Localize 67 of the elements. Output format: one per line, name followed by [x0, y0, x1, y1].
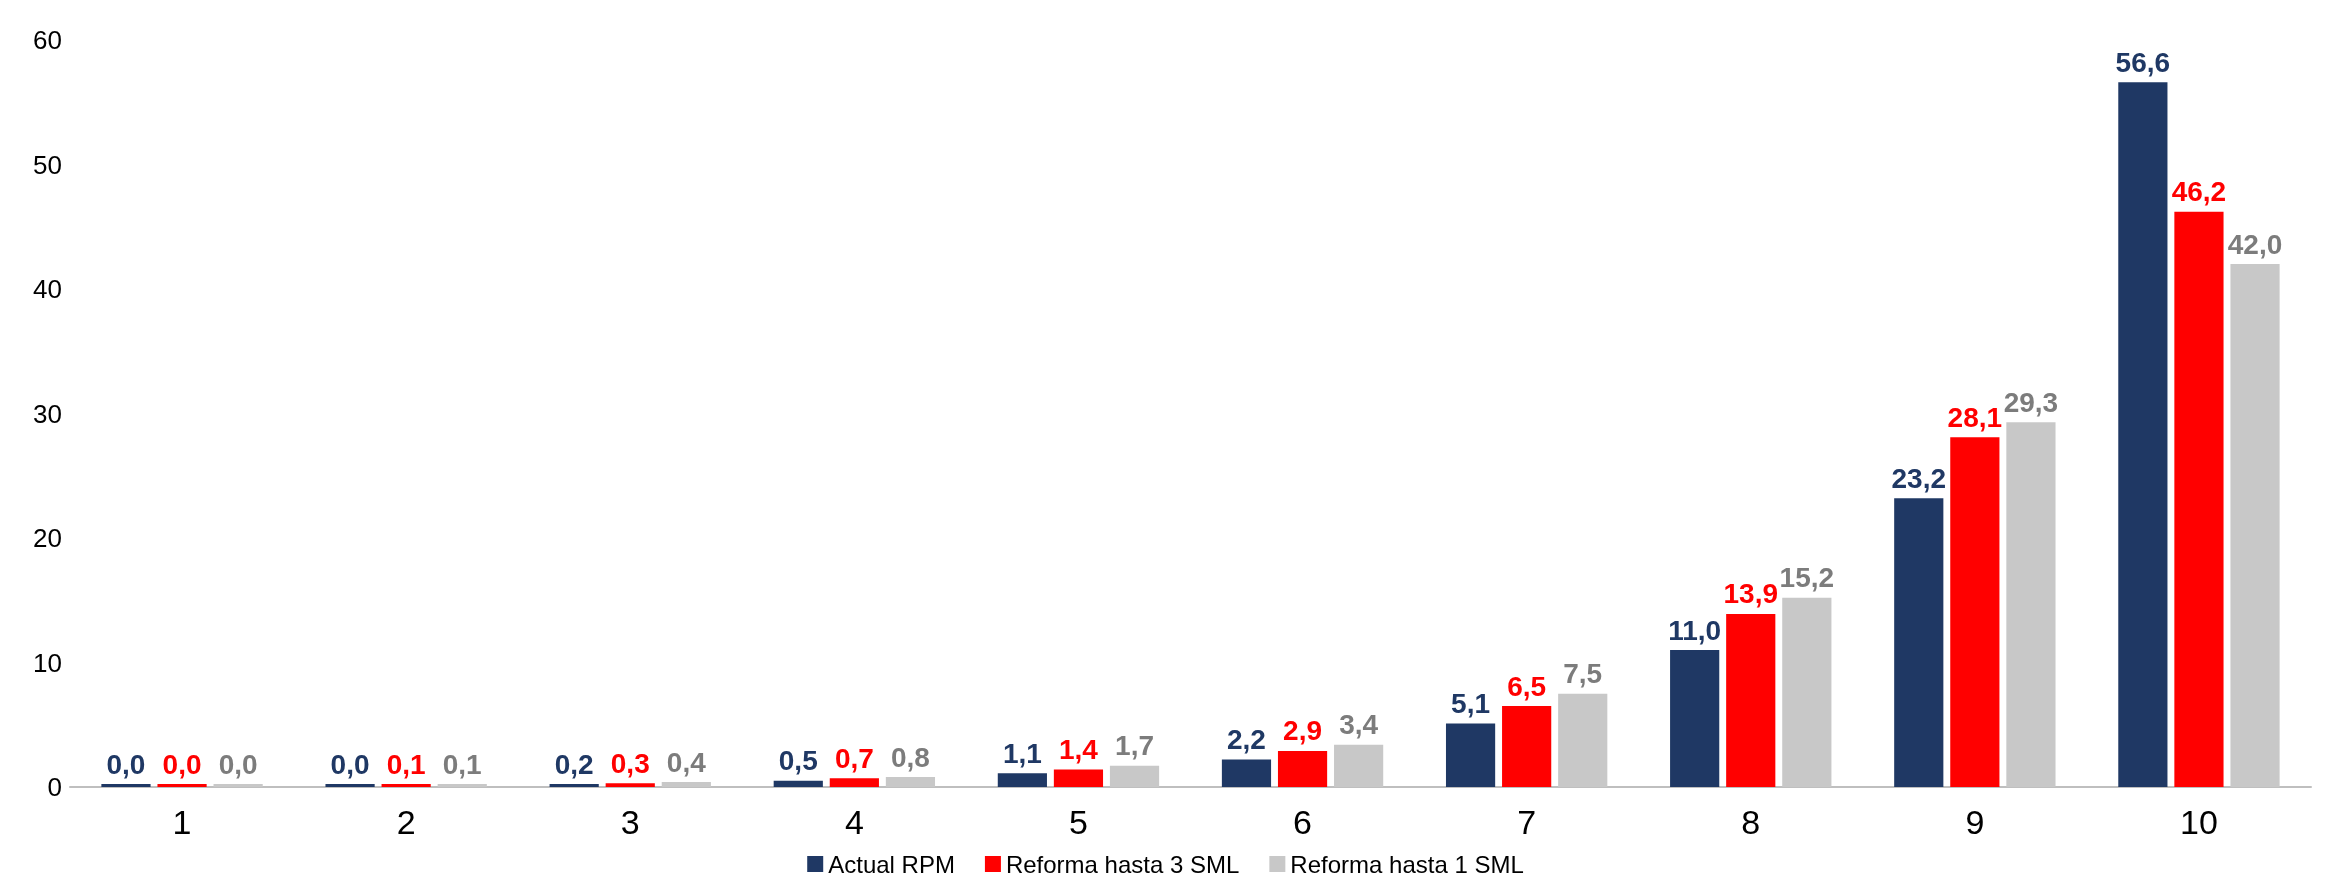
y-tick-label: 10: [33, 647, 62, 678]
data-label: 1,7: [1115, 730, 1154, 762]
bar: [1670, 650, 1720, 787]
bar: [829, 778, 879, 787]
data-label: 0,0: [330, 748, 370, 780]
data-label: 6,5: [1507, 670, 1547, 702]
data-label: 1,1: [1002, 737, 1042, 769]
y-tick-label: 30: [33, 398, 62, 429]
bar: [1726, 613, 1776, 787]
data-label: 0,0: [162, 748, 202, 780]
x-tick-label: 10: [2180, 803, 2218, 841]
y-tick-label: 20: [33, 523, 62, 553]
x-tick-label: 1: [172, 803, 192, 841]
x-tick-label: 4: [844, 803, 864, 841]
bar: [1445, 723, 1496, 787]
data-label: 0,0: [218, 748, 258, 780]
legend-label: Reforma hasta 1 SML: [1290, 850, 1524, 878]
data-label: 7,5: [1563, 658, 1603, 690]
data-label: 0,3: [610, 747, 650, 779]
bar: [549, 784, 599, 787]
bar: [2174, 211, 2224, 787]
data-label: 56,6: [2115, 46, 2171, 78]
data-label: 2,9: [1283, 715, 1323, 747]
bar: [1221, 759, 1272, 787]
x-tick-label: 5: [1068, 803, 1088, 841]
data-label: 46,2: [2171, 176, 2227, 208]
data-label: 42,0: [2227, 228, 2283, 260]
x-tick-label: 7: [1517, 803, 1537, 841]
data-label: 0,0: [106, 748, 146, 780]
data-label: 0,1: [386, 748, 426, 780]
y-tick-label: 40: [33, 274, 62, 304]
bar: [1502, 706, 1552, 787]
data-label: 0,1: [442, 748, 482, 780]
data-label: 11,0: [1668, 614, 1722, 646]
y-tick-label: 0: [47, 772, 62, 802]
bar: [1950, 437, 2000, 787]
data-label: 0,7: [834, 742, 874, 774]
data-label: 0,4: [666, 746, 707, 778]
bar: [605, 783, 655, 787]
bar: [1277, 750, 1328, 787]
data-label: 0,8: [890, 741, 930, 773]
bar: [1894, 498, 1944, 787]
data-label: 3,4: [1339, 709, 1379, 741]
bar: [1053, 769, 1104, 787]
data-label: 1,4: [1058, 734, 1099, 766]
bar: [997, 773, 1047, 787]
x-tick-label: 9: [1965, 803, 1985, 841]
bar: [2118, 82, 2168, 787]
data-label: 2,2: [1227, 724, 1266, 756]
x-tick-label: 8: [1741, 803, 1761, 841]
y-tick-label: 50: [33, 149, 62, 180]
data-label: 28,1: [1947, 401, 2003, 433]
x-tick-label: 3: [620, 803, 640, 841]
data-label: 23,2: [1891, 462, 1947, 494]
data-label: 29,3: [2003, 386, 2059, 418]
legend-label: Reforma hasta 3 SML: [1005, 850, 1240, 878]
x-tick-label: 6: [1293, 803, 1313, 841]
bar: [381, 784, 431, 787]
data-label: 0,5: [778, 745, 818, 777]
data-label: 15,2: [1779, 562, 1835, 594]
data-label: 5,1: [1451, 688, 1491, 720]
data-label: 0,2: [554, 748, 594, 780]
bar: [773, 780, 823, 787]
y-tick-label: 60: [33, 25, 62, 55]
x-tick-label: 2: [396, 803, 416, 841]
legend-label: Actual RPM: [828, 850, 955, 878]
data-label: 13,9: [1723, 578, 1778, 610]
